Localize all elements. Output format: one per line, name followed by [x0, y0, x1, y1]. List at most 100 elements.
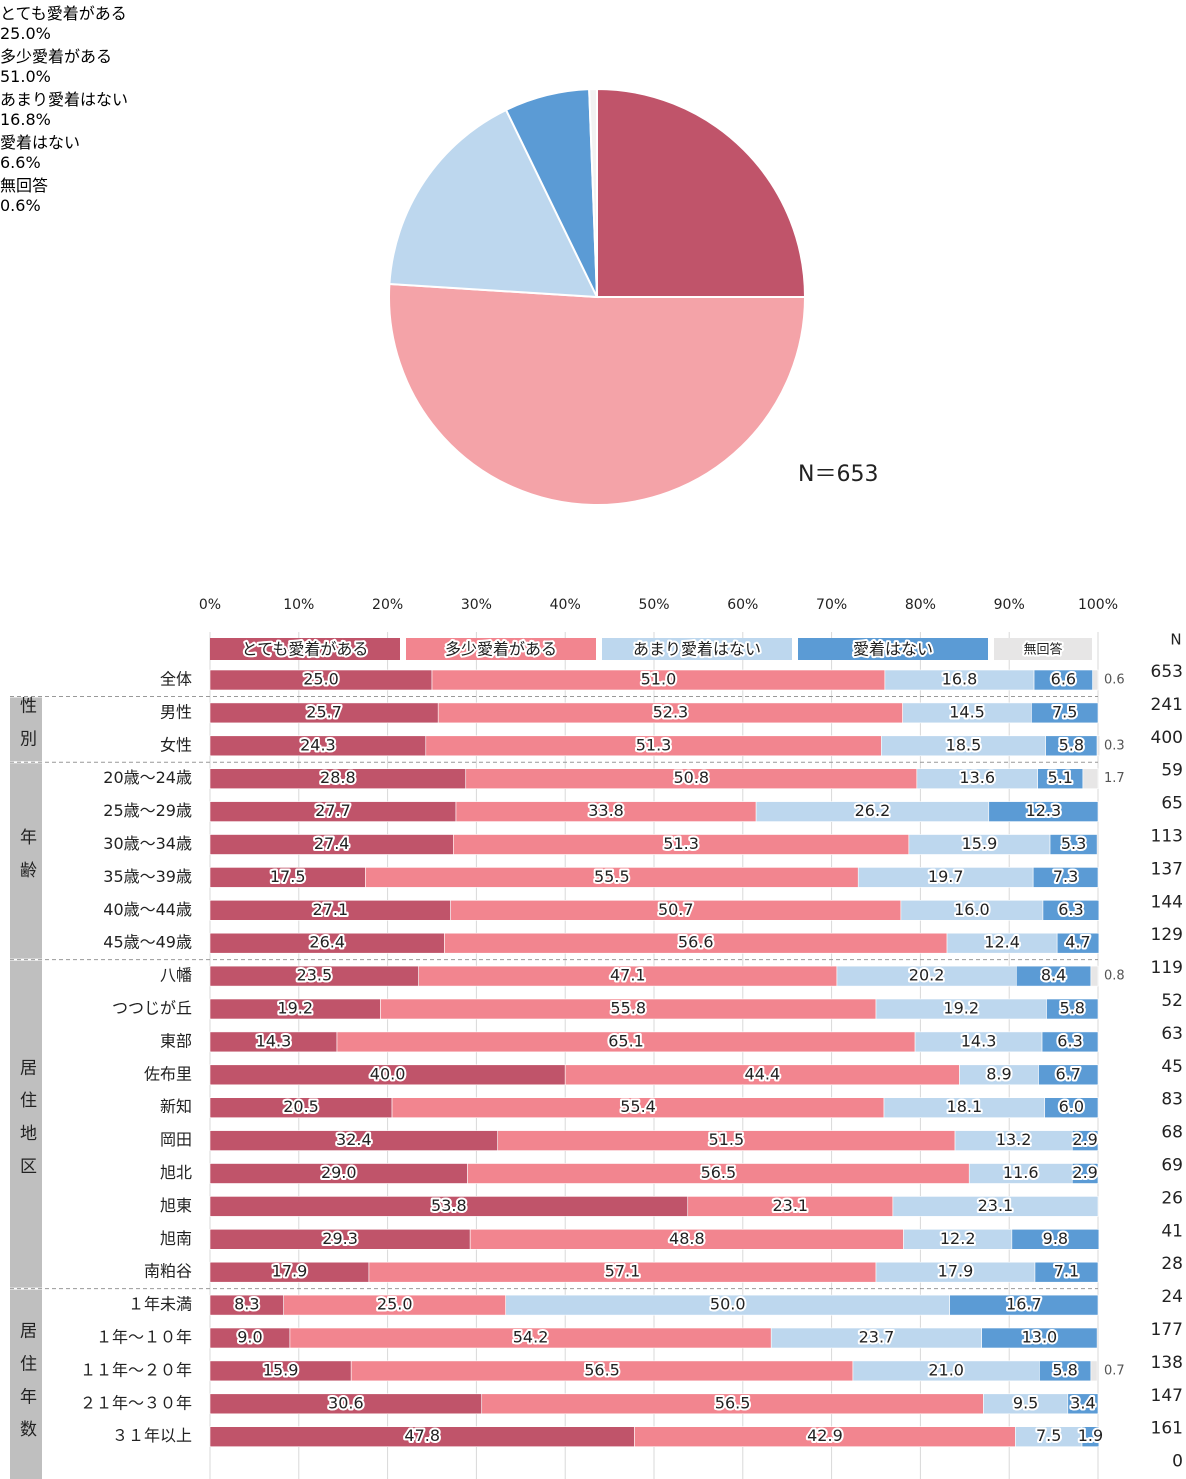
- pie-label: 多少愛着がある 51.0%: [0, 43, 1186, 86]
- category-label: 25歳～29歳: [103, 801, 192, 820]
- pie-category-label: とても愛着がある: [0, 4, 127, 23]
- value-label: 30.6: [328, 1393, 364, 1412]
- bar-segment: [1082, 768, 1099, 790]
- value-label: 56.5: [715, 1393, 751, 1412]
- pie-label: 無回答 0.6%: [0, 172, 1186, 215]
- bar-segment: [1071, 1163, 1099, 1184]
- group-label: 居住年数: [16, 1322, 37, 1454]
- category-label: 35歳～39歳: [103, 867, 192, 886]
- value-label: 47.8: [404, 1426, 440, 1445]
- value-label: 5.8: [1052, 1360, 1077, 1379]
- n-label: 65: [1161, 794, 1183, 814]
- pie-slice: [388, 282, 807, 506]
- bar-segment: [981, 1327, 1098, 1349]
- value-label: 2.9: [1072, 1163, 1097, 1182]
- value-label: 14.3: [256, 1031, 292, 1050]
- legend-label: 愛着はない: [853, 640, 933, 659]
- category-label: １年～１０年: [96, 1328, 192, 1347]
- pie-value-label: 25.0%: [0, 24, 51, 43]
- bar-segment: [1096, 735, 1101, 757]
- n-label: 26: [1161, 1188, 1183, 1208]
- legend-swatch: [602, 638, 792, 660]
- value-label: 0.8: [1104, 969, 1125, 984]
- value-label: 55.8: [610, 999, 646, 1018]
- value-label: 20.2: [909, 966, 945, 985]
- value-label: 13.2: [996, 1130, 1032, 1149]
- value-label: 6.6: [1051, 670, 1076, 689]
- n-label: 28: [1161, 1254, 1183, 1274]
- value-label: 19.2: [277, 999, 313, 1018]
- n-label: 59: [1161, 761, 1183, 781]
- value-label: 16.7: [1006, 1295, 1042, 1314]
- x-tick-label: 20%: [372, 597, 403, 613]
- pie-category-label: あまり愛着はない: [0, 90, 129, 109]
- value-label: 5.8: [1060, 999, 1085, 1018]
- n-label: 41: [1161, 1221, 1183, 1241]
- group-box: [10, 960, 42, 1288]
- value-label: 18.5: [946, 735, 982, 754]
- value-label: 12.3: [1026, 801, 1062, 820]
- bar-segment: [1067, 1393, 1099, 1415]
- value-label: 47.1: [610, 966, 646, 985]
- bar-segment: [1046, 998, 1099, 1020]
- category-label: 南粕谷: [144, 1262, 192, 1281]
- n-label: 69: [1161, 1156, 1183, 1176]
- category-label: 旭北: [160, 1163, 192, 1182]
- n-label: 119: [1151, 958, 1183, 978]
- pie-value-label: 16.8%: [0, 110, 51, 129]
- value-label: 12.4: [984, 933, 1020, 952]
- value-label: 51.3: [663, 834, 699, 853]
- pie-slice: [388, 108, 599, 299]
- value-label: 4.7: [1065, 933, 1090, 952]
- value-label: 52.3: [653, 702, 689, 721]
- value-label: 57.1: [605, 1262, 641, 1281]
- category-label: 女性: [160, 735, 192, 754]
- value-label: 13.0: [1022, 1328, 1058, 1347]
- value-label: 54.2: [513, 1328, 549, 1347]
- value-label: 1.9: [1078, 1426, 1103, 1445]
- legend-label: 多少愛着がある: [445, 640, 557, 659]
- value-label: 55.4: [620, 1097, 656, 1116]
- n-label: 147: [1151, 1386, 1183, 1406]
- category-label: 45歳～49歳: [103, 933, 192, 952]
- n-label: 83: [1161, 1090, 1183, 1110]
- value-label: 33.8: [588, 801, 624, 820]
- pie-label: とても愛着がある 25.0%: [0, 0, 1186, 43]
- value-label: 18.1: [947, 1097, 983, 1116]
- value-label: 50.0: [710, 1295, 746, 1314]
- value-label: 23.5: [297, 966, 333, 985]
- bar-segment: [1042, 899, 1100, 921]
- value-label: 51.3: [636, 735, 672, 754]
- value-label: 25.0: [303, 670, 339, 689]
- x-tick-label: 10%: [283, 597, 314, 613]
- pie-value-label: 6.6%: [0, 153, 41, 172]
- value-label: 19.2: [943, 999, 979, 1018]
- value-label: 25.0: [377, 1295, 413, 1314]
- value-label: 23.1: [772, 1196, 808, 1215]
- value-label: 17.9: [272, 1262, 308, 1281]
- x-tick-label: 90%: [994, 597, 1025, 613]
- n-label: 113: [1151, 827, 1183, 847]
- pie-label: あまり愛着はない 16.8%: [0, 86, 1186, 129]
- bar-segment: [949, 1294, 1099, 1316]
- value-label: 7.3: [1053, 867, 1078, 886]
- bar-segment: [1011, 1229, 1100, 1250]
- legend-swatch: [210, 638, 400, 660]
- pie-label: 愛着はない 6.6%: [0, 129, 1186, 172]
- category-label: 東部: [160, 1031, 192, 1050]
- category-label: 旭南: [160, 1229, 192, 1248]
- category-label: ３１年以上: [112, 1426, 192, 1445]
- value-label: 14.3: [961, 1031, 997, 1050]
- value-label: 23.7: [859, 1328, 895, 1347]
- legend-label: 無回答: [1023, 642, 1062, 658]
- group-box: [10, 697, 42, 762]
- bar-segment: [892, 1196, 1099, 1217]
- value-label: 42.9: [807, 1426, 843, 1445]
- value-label: 7.1: [1054, 1262, 1079, 1281]
- bar-segment: [1071, 1130, 1099, 1151]
- group-label: 年齢: [16, 828, 37, 894]
- n-label: 138: [1151, 1353, 1183, 1373]
- pie-annotation: N＝653: [798, 462, 878, 487]
